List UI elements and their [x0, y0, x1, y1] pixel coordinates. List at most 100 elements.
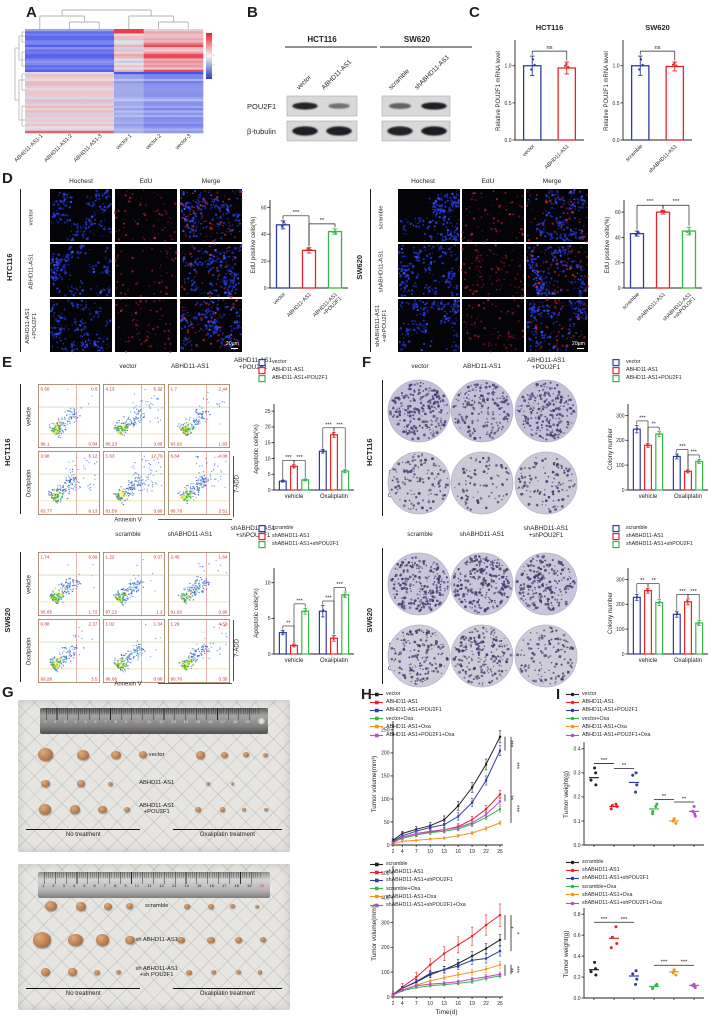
ruler-number: 19: [247, 883, 252, 889]
svg-text:ABHD11-AS1: ABHD11-AS1: [544, 144, 571, 171]
ruler-number: 14: [183, 719, 189, 725]
svg-text:0: 0: [264, 286, 267, 292]
ruler-number: 2: [52, 883, 55, 889]
legend-label: shABHD11-AS1+shPOU2F1: [626, 541, 693, 548]
svg-text:ABHD11-AS1-2: ABHD11-AS1-2: [43, 133, 74, 164]
flow-plot: 0.56 0.5 98.1 0.84: [38, 384, 101, 449]
microscopy-edu-image: [460, 243, 525, 298]
legend-label: scramble: [272, 525, 294, 532]
tumor: [211, 969, 217, 975]
svg-text:POU2F1: POU2F1: [247, 102, 276, 111]
apoptosis-legend: vector ABHD11-AS1 ABHD11-AS1+POU2F1: [256, 358, 328, 383]
legend-label: scramble: [386, 861, 408, 868]
dot-legend-marker: [566, 884, 579, 889]
svg-text:0.5: 0.5: [505, 101, 512, 107]
tumor: [255, 904, 260, 909]
svg-text:***: ***: [293, 210, 301, 216]
tumor-weight-legend: vector ABHD11-AS1 ABHD11-AS1+POU2F1 vector+…: [566, 690, 651, 739]
panel-label-f: F: [362, 354, 372, 371]
legend-item: ABHD11-AS1+POU2F1: [256, 374, 328, 383]
tumor: [37, 748, 53, 762]
legend-item: ABHD11-AS1: [256, 366, 328, 374]
svg-text:ABHD11-AS1: ABHD11-AS1: [320, 58, 353, 91]
legend-label: shABHD11-AS1: [626, 533, 664, 540]
legend-item: scramble+Oxa: [566, 883, 662, 891]
line-legend-marker: [370, 733, 383, 737]
apoptosis-bar-chart: 0 5 10 Apoptotic cells(%) vehicle Oxaliplatin…: [244, 536, 358, 688]
svg-text:12.79: 12.79: [151, 454, 163, 459]
photo-row-label: ABHD11-AS1: [139, 780, 175, 787]
legend-item: shABHD11-AS1+shPOU2F1: [610, 540, 693, 549]
tumor: [70, 805, 81, 814]
qpcr-chart-hct116: 0.0 0.5 1.0 Relative POU2F1 mRNA level HCT11…: [488, 8, 600, 172]
legend-item: scramble: [610, 524, 693, 532]
legend-item: vector+Oxa: [566, 715, 651, 723]
microscopy-merge-image: [526, 243, 590, 298]
line-legend-marker: [370, 878, 383, 883]
svg-text:2.44: 2.44: [219, 387, 228, 392]
svg-text:6.12: 6.12: [89, 454, 98, 459]
ruler-number: 1: [42, 883, 45, 889]
tumor: [263, 807, 268, 812]
ruler-number: 15: [195, 719, 201, 725]
legend-item: vector+Oxa: [370, 715, 455, 723]
colony-assay-sw620: scramble shABHD11-AS1 shABHD11-AS1 +shPOU2…: [360, 524, 712, 690]
colony-bar-chart: 0 100 200 300 Colony number vehicle Oxaliplati…: [598, 372, 712, 524]
legend-label: vector: [272, 359, 287, 366]
svg-text:scramble: scramble: [625, 144, 644, 163]
legend-item: shABHD11-AS1: [610, 532, 693, 540]
edu-bar-chart: 0 20 40 60 EdU positive cells(%) scramble shAB…: [600, 186, 706, 358]
tumor: [107, 781, 113, 786]
svg-text:0.5: 0.5: [613, 101, 620, 107]
legend-label: vector: [386, 691, 401, 698]
tumor: [241, 807, 246, 812]
microscopy-hochest-image: [397, 244, 460, 297]
svg-text:shABHD11-AS1: shABHD11-AS1: [648, 144, 679, 175]
microscopy-hochest-image: [398, 298, 460, 352]
legend-label: ABHD11-AS1+Oxa: [386, 723, 431, 730]
tumor: [116, 969, 122, 975]
colony-dish: [387, 379, 451, 443]
svg-text:4.13: 4.13: [106, 387, 115, 392]
ruler-number: 2: [54, 719, 57, 725]
svg-text:0.56: 0.56: [41, 387, 50, 392]
legend-label: vector: [582, 691, 597, 698]
legend-label: shABHD11-AS1+shPOU2F1: [582, 875, 649, 882]
ruler-number: 9: [124, 883, 127, 889]
ruler-number: 11: [147, 883, 152, 889]
image-col-header: Hochest: [69, 178, 93, 185]
legend-item: ABHD11-AS1: [370, 698, 455, 706]
legend-label: scramble+Oxa: [386, 885, 421, 892]
colony-dish: [514, 451, 578, 515]
ruler-number: 7: [104, 719, 107, 725]
bar-legend-marker: [612, 374, 620, 383]
svg-text:93.92: 93.92: [171, 442, 183, 447]
tumor: [234, 936, 242, 943]
ruler-number: 9: [124, 719, 127, 725]
svg-text:20: 20: [261, 259, 267, 265]
tumor: [208, 903, 215, 909]
bar-chart-edu_hct116: 0 20 40 60 EdU positive cells(%) vector ABHD11…: [251, 200, 348, 319]
bar-legend-marker: [258, 358, 266, 366]
svg-text:ns: ns: [546, 45, 552, 51]
ruler-number: 7: [103, 883, 107, 889]
panel-label-c: C: [469, 4, 480, 21]
tumor: [231, 782, 235, 785]
svg-text:83.77: 83.77: [41, 509, 53, 514]
bar-legend-marker: [612, 532, 620, 540]
microscopy-edu-image: [114, 244, 178, 297]
svg-text:40: 40: [261, 232, 267, 238]
photo-row-label: vector: [148, 751, 165, 758]
flow-axis-labels: Annexin V7-ADD: [114, 620, 241, 688]
legend-label: ABHD11-AS1+POU2F1: [272, 375, 328, 382]
tumor-photo-oe: 1234567891011121314151617181920vectorABH…: [18, 700, 290, 852]
colony-dish: [450, 451, 514, 515]
svg-text:scramble: scramble: [621, 292, 640, 311]
line-legend-marker: [370, 708, 383, 713]
